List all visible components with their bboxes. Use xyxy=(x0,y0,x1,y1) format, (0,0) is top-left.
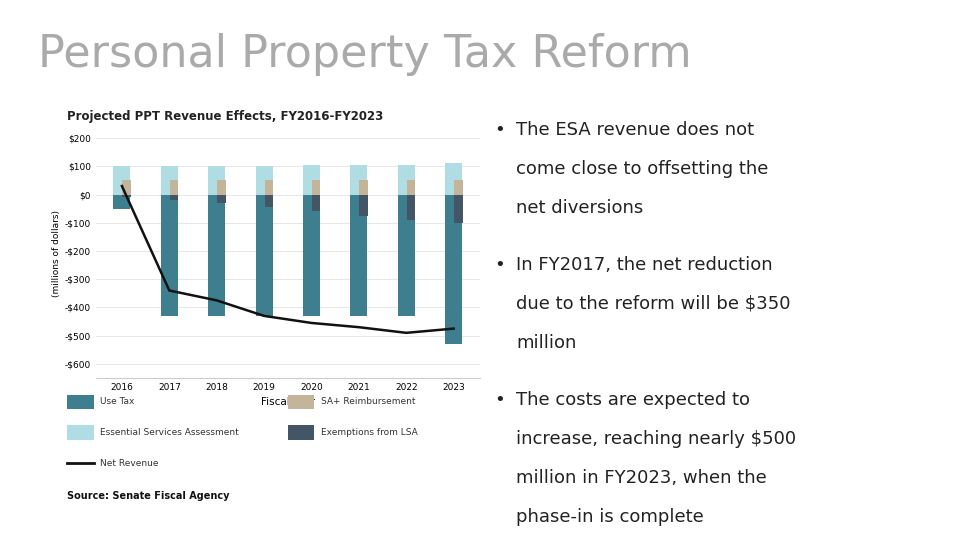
Text: net diversions: net diversions xyxy=(516,199,643,217)
Bar xyxy=(288,426,315,440)
Bar xyxy=(123,180,131,194)
Text: •: • xyxy=(494,392,505,409)
Bar xyxy=(445,194,462,344)
Bar xyxy=(312,180,321,194)
Text: •: • xyxy=(494,256,505,274)
Bar xyxy=(397,165,415,194)
Bar xyxy=(407,180,415,194)
Text: III  CITIZENS
      RESEARCH COUNCIL
      OF MICHIGAN: III CITIZENS RESEARCH COUNCIL OF MICHIGA… xyxy=(38,519,121,536)
Bar xyxy=(407,194,415,220)
Text: •: • xyxy=(494,120,505,139)
Y-axis label: (millions of dollars): (millions of dollars) xyxy=(52,210,60,298)
Text: In FY2017, the net reduction: In FY2017, the net reduction xyxy=(516,256,773,274)
Text: 17: 17 xyxy=(922,521,939,535)
Bar xyxy=(397,194,415,316)
Text: The ESA revenue does not: The ESA revenue does not xyxy=(516,120,755,139)
Bar xyxy=(161,194,178,316)
Bar xyxy=(123,194,131,197)
Text: Essential Services Assessment: Essential Services Assessment xyxy=(100,428,239,437)
Bar xyxy=(265,180,273,194)
Bar xyxy=(359,180,368,194)
Bar xyxy=(303,165,320,194)
X-axis label: Fiscal Year: Fiscal Year xyxy=(261,397,315,407)
Bar xyxy=(208,194,226,316)
Bar xyxy=(303,194,320,316)
Bar xyxy=(217,180,226,194)
Text: SA+ Reimbursement: SA+ Reimbursement xyxy=(321,397,416,407)
Bar xyxy=(113,194,131,208)
Bar xyxy=(208,166,226,194)
Bar xyxy=(359,194,368,215)
Text: million: million xyxy=(516,334,576,352)
Text: phase-in is complete: phase-in is complete xyxy=(516,508,704,526)
Bar xyxy=(170,194,179,200)
Text: Personal Property Tax Reform: Personal Property Tax Reform xyxy=(38,33,692,76)
Bar xyxy=(454,180,463,194)
Text: Source: Senate Fiscal Agency: Source: Senate Fiscal Agency xyxy=(67,491,229,501)
Text: Use Tax: Use Tax xyxy=(100,397,134,407)
Text: Net Revenue: Net Revenue xyxy=(100,459,158,468)
Bar xyxy=(445,164,462,194)
Text: Exemptions from LSA: Exemptions from LSA xyxy=(321,428,418,437)
Bar xyxy=(454,194,463,222)
Bar xyxy=(265,194,273,207)
Bar xyxy=(161,166,178,194)
Bar xyxy=(288,395,315,409)
Text: The costs are expected to: The costs are expected to xyxy=(516,392,750,409)
Bar xyxy=(113,166,131,194)
Bar xyxy=(255,166,273,194)
Text: million in FY2023, when the: million in FY2023, when the xyxy=(516,469,767,488)
Bar xyxy=(217,194,226,203)
Bar xyxy=(350,165,368,194)
Text: increase, reaching nearly $500: increase, reaching nearly $500 xyxy=(516,430,796,448)
Bar xyxy=(255,194,273,316)
Bar xyxy=(170,180,179,194)
Text: come close to offsetting the: come close to offsetting the xyxy=(516,159,768,178)
Text: Projected PPT Revenue Effects, FY2016-FY2023: Projected PPT Revenue Effects, FY2016-FY… xyxy=(67,110,383,123)
Bar xyxy=(67,426,94,440)
Bar xyxy=(312,194,321,212)
Text: due to the reform will be $350: due to the reform will be $350 xyxy=(516,295,791,313)
Bar xyxy=(67,395,94,409)
Bar xyxy=(350,194,368,316)
